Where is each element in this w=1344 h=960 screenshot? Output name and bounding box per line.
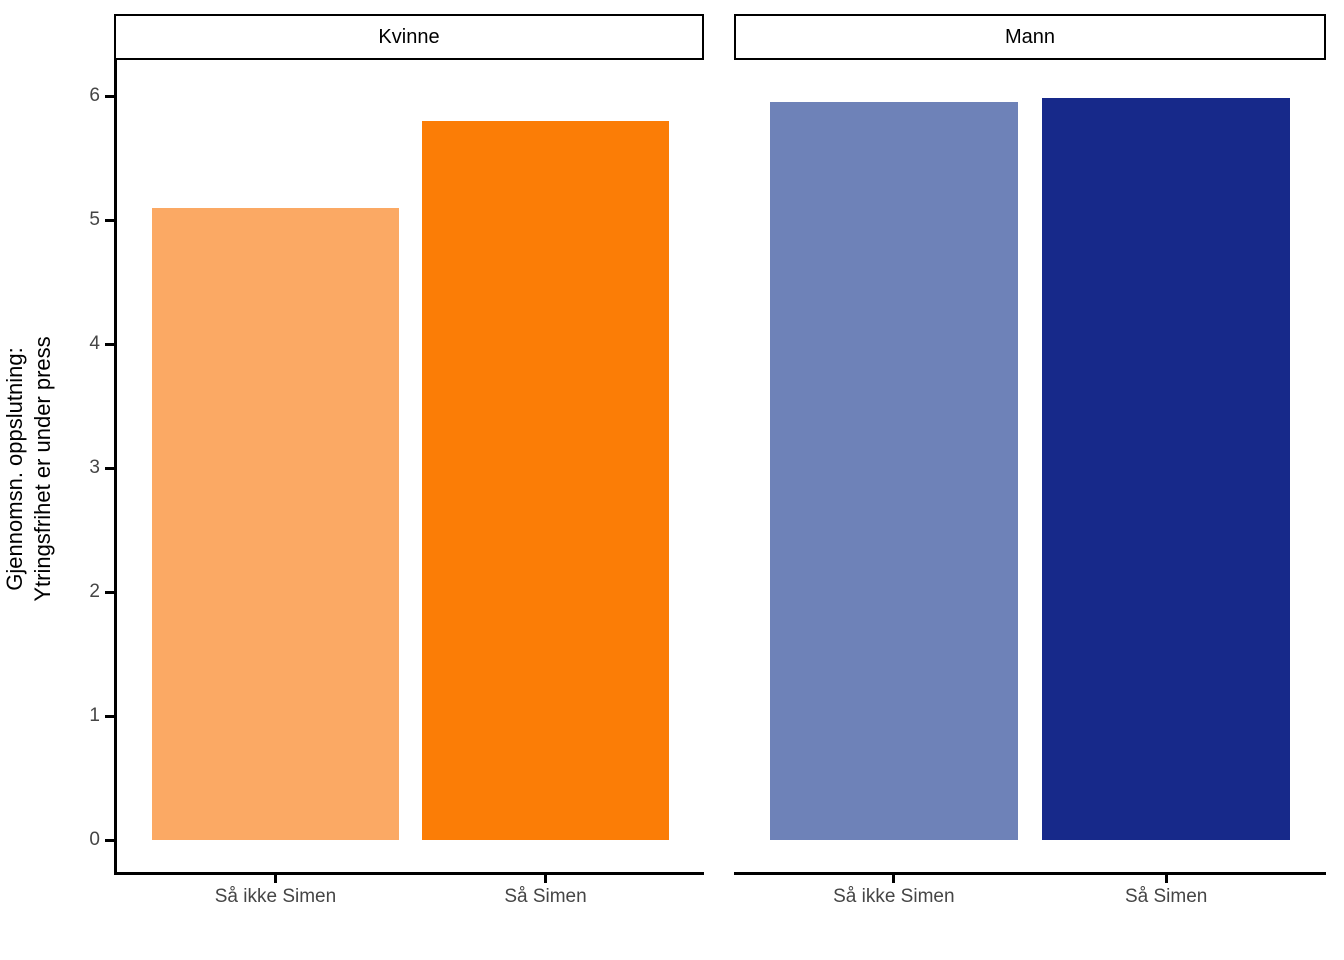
panel-kvinne [114, 60, 704, 875]
y-tick-mark [105, 714, 114, 718]
bar-mann-så-ikke-simen [769, 102, 1019, 840]
bar-mann-så-simen [1041, 98, 1291, 840]
x-tick-mark [544, 875, 547, 883]
y-tick-mark [105, 590, 114, 594]
y-tick-label: 0 [89, 829, 100, 850]
facet-strip-kvinne: Kvinne [114, 14, 704, 60]
y-tick-mark [105, 342, 114, 346]
y-tick-mark [105, 466, 114, 470]
bar-kvinne-så-simen [422, 120, 669, 840]
y-tick-label: 6 [89, 85, 100, 106]
x-tick-label: Så ikke Simen [214, 886, 337, 907]
y-tick-label: 5 [89, 209, 100, 230]
y-axis-title: Gjennomsn. oppslutning: Ytringsfrihet er… [1, 69, 57, 869]
x-tick-label: Så Simen [1124, 886, 1208, 907]
facet-strip-mann: Mann [734, 14, 1326, 60]
y-tick-mark [105, 94, 114, 98]
x-tick-mark [273, 875, 277, 883]
y-tick-label: 2 [89, 581, 100, 602]
y-tick-label: 4 [89, 333, 100, 354]
x-tick-mark [1164, 875, 1168, 883]
y-axis-title-line2: Ytringsfrihet er under press [30, 336, 55, 602]
panel-mann [734, 60, 1326, 875]
facet-kvinne: Kvinne Så ikke Simen Så Simen [114, 14, 704, 920]
x-tick-label: Så ikke Simen [833, 886, 955, 907]
y-tick-label: 3 [89, 457, 100, 478]
y-tick-mark [105, 218, 114, 222]
x-tick-mark [892, 875, 896, 883]
facet-mann: Mann Så ikke Simen Så Simen [734, 14, 1326, 920]
x-tick-label: Så Simen [504, 886, 587, 907]
y-tick-mark [105, 838, 114, 842]
facet-strip-label: Kvinne [378, 25, 440, 48]
bar-kvinne-så-ikke-simen [152, 207, 399, 840]
y-tick-label: 1 [89, 705, 100, 726]
facet-strip-label: Mann [1004, 25, 1056, 48]
y-axis-title-line1: Gjennomsn. oppslutning: [2, 347, 27, 591]
